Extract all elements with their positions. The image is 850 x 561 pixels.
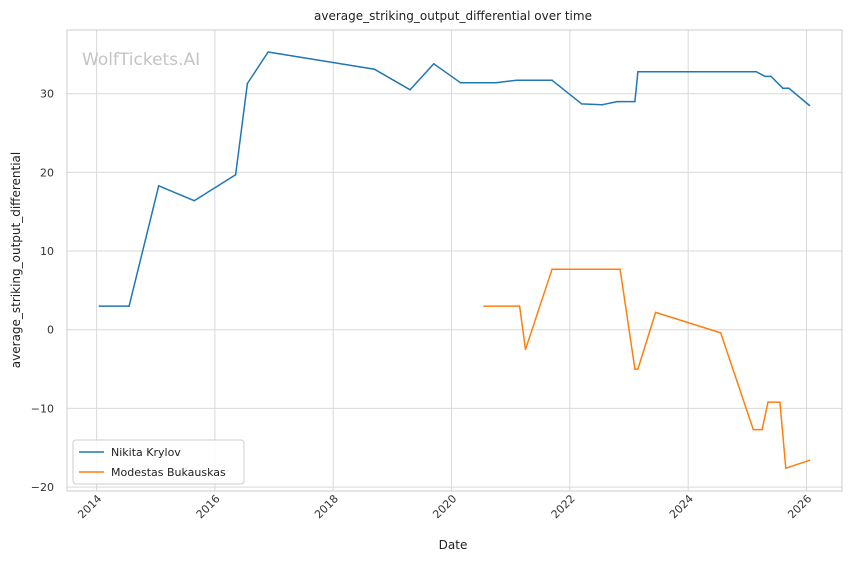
data-point-modestas-bukauskas <box>518 305 521 307</box>
data-point-nikita-krylov <box>157 185 160 187</box>
y-tick-labels: −20 −10 0 10 20 30 <box>31 88 54 494</box>
data-point-modestas-bukauskas <box>637 368 639 370</box>
data-point-modestas-bukauskas <box>634 368 636 370</box>
data-point-modestas-bukauskas <box>524 348 527 351</box>
y-tick-label: 0 <box>47 324 54 337</box>
y-tick-label: 20 <box>40 166 54 179</box>
data-point-nikita-krylov <box>433 63 435 65</box>
data-point-nikita-krylov <box>515 79 518 82</box>
legend-label-modestas-bukauskas: Modestas Bukauskas <box>111 466 226 479</box>
series-layer <box>98 51 811 470</box>
data-point-nikita-krylov <box>637 70 639 73</box>
data-point-nikita-krylov <box>764 75 766 78</box>
data-point-nikita-krylov <box>782 87 784 89</box>
data-point-modestas-bukauskas <box>551 268 553 271</box>
data-point-nikita-krylov <box>601 103 604 106</box>
y-tick-label: −10 <box>31 402 54 415</box>
y-axis-label: average_striking_output_differential <box>9 152 23 368</box>
data-point-nikita-krylov <box>193 199 195 202</box>
data-point-nikita-krylov <box>234 174 237 176</box>
data-point-modestas-bukauskas <box>779 401 781 403</box>
data-point-modestas-bukauskas <box>761 428 763 431</box>
x-axis-label: Date <box>439 538 468 552</box>
data-point-modestas-bukauskas <box>808 459 811 462</box>
watermark: WolfTickets.AI <box>82 50 200 70</box>
data-point-nikita-krylov <box>580 103 583 105</box>
data-point-nikita-krylov <box>246 82 249 85</box>
data-point-modestas-bukauskas <box>719 332 722 334</box>
y-tick-label: −20 <box>31 481 54 494</box>
y-tick-label: 30 <box>40 88 54 101</box>
data-point-modestas-bukauskas <box>654 311 657 314</box>
data-point-nikita-krylov <box>98 305 101 307</box>
data-point-nikita-krylov <box>128 305 130 307</box>
y-tick-label: 10 <box>40 245 54 258</box>
data-point-modestas-bukauskas <box>767 401 769 403</box>
data-point-nikita-krylov <box>616 100 618 103</box>
data-point-nikita-krylov <box>770 75 772 78</box>
data-point-nikita-krylov <box>755 70 757 73</box>
data-point-nikita-krylov <box>551 79 553 82</box>
plot-frame <box>66 29 843 492</box>
data-point-nikita-krylov <box>409 89 411 91</box>
legend: Nikita Krylov Modestas Bukauskas <box>72 439 245 485</box>
data-point-modestas-bukauskas <box>619 268 621 271</box>
data-point-nikita-krylov <box>495 81 497 84</box>
chart-title: average_striking_output_differential ove… <box>314 9 592 23</box>
data-point-modestas-bukauskas <box>752 428 755 431</box>
data-point-modestas-bukauskas <box>483 305 485 307</box>
data-point-nikita-krylov <box>634 100 636 103</box>
legend-label-nikita-krylov: Nikita Krylov <box>111 446 181 459</box>
legend-box <box>72 439 245 485</box>
data-point-modestas-bukauskas <box>785 467 787 470</box>
data-point-nikita-krylov <box>267 51 269 53</box>
data-point-nikita-krylov <box>459 81 462 84</box>
data-point-nikita-krylov <box>373 68 376 71</box>
data-point-nikita-krylov <box>788 87 790 89</box>
data-point-nikita-krylov <box>808 104 811 107</box>
